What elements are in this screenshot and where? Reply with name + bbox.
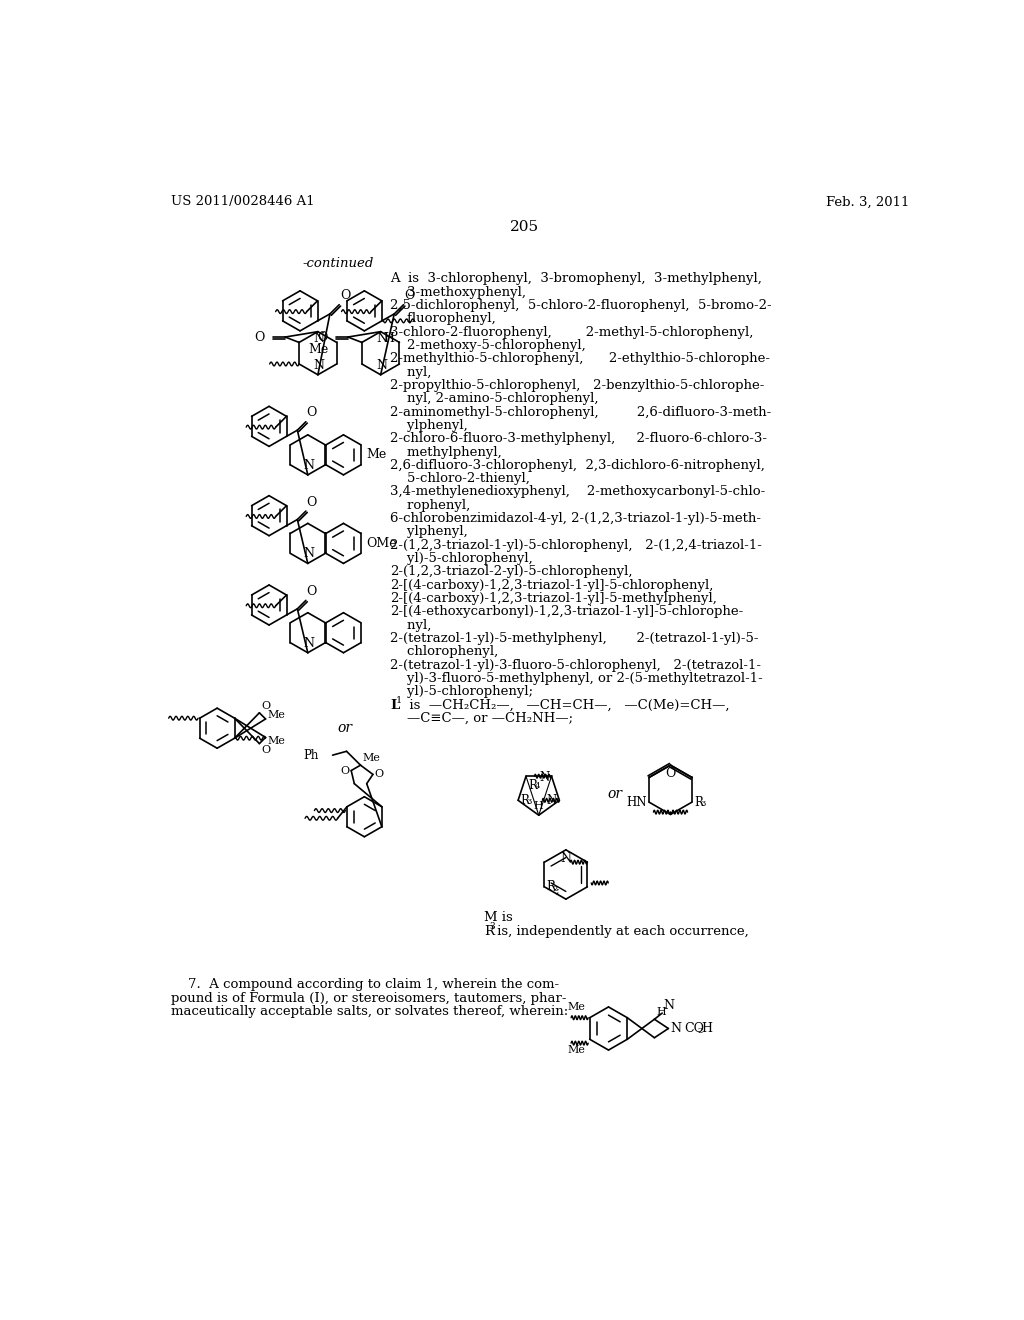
Text: 5-chloro-2-thienyl,: 5-chloro-2-thienyl, (390, 473, 529, 486)
Text: N: N (670, 1022, 681, 1035)
Text: 2-chloro-6-fluoro-3-methylphenyl,     2-fluoro-6-chloro-3-: 2-chloro-6-fluoro-3-methylphenyl, 2-fluo… (390, 432, 767, 445)
Text: H: H (701, 1022, 713, 1035)
Text: O: O (666, 767, 676, 780)
Text: N: N (539, 771, 549, 784)
Text: 2-(tetrazol-1-yl)-3-fluoro-5-chlorophenyl,   2-(tetrazol-1-: 2-(tetrazol-1-yl)-3-fluoro-5-chloropheny… (390, 659, 761, 672)
Text: 3: 3 (700, 800, 706, 808)
Text: O: O (306, 407, 317, 420)
Text: is, independently at each occurrence,: is, independently at each occurrence, (493, 924, 749, 937)
Text: nyl,: nyl, (390, 366, 431, 379)
Text: ylphenyl,: ylphenyl, (390, 418, 468, 432)
Text: O: O (317, 330, 328, 343)
Text: O: O (255, 330, 265, 343)
Text: CO: CO (684, 1022, 703, 1035)
Text: 2-(tetrazol-1-yl)-5-methylphenyl,       2-(tetrazol-1-yl)-5-: 2-(tetrazol-1-yl)-5-methylphenyl, 2-(tet… (390, 632, 759, 645)
Text: 2-[(4-carboxy)-1,2,3-triazol-1-yl]-5-methylphenyl,: 2-[(4-carboxy)-1,2,3-triazol-1-yl]-5-met… (390, 593, 717, 605)
Text: 4: 4 (535, 783, 540, 791)
Text: OMe: OMe (366, 537, 396, 550)
Text: L: L (390, 698, 399, 711)
Text: fluorophenyl,: fluorophenyl, (390, 313, 496, 325)
Text: yl)-5-chlorophenyl;: yl)-5-chlorophenyl; (390, 685, 534, 698)
Text: N: N (303, 459, 314, 471)
Text: R: R (694, 796, 703, 809)
Text: 3-methoxyphenyl,: 3-methoxyphenyl, (390, 285, 526, 298)
Text: maceutically acceptable salts, or solvates thereof, wherein:: maceutically acceptable salts, or solvat… (171, 1005, 568, 1018)
Text: US 2011/0028446 A1: US 2011/0028446 A1 (171, 195, 314, 209)
Text: N: N (313, 333, 325, 346)
Text: O: O (261, 744, 270, 755)
Text: H: H (534, 801, 544, 812)
Text: H: H (656, 1007, 666, 1016)
Text: N: N (664, 998, 675, 1011)
Text: 2-[(4-ethoxycarbonyl)-1,2,3-triazol-1-yl]-5-chlorophe-: 2-[(4-ethoxycarbonyl)-1,2,3-triazol-1-yl… (390, 606, 743, 618)
Text: Me: Me (362, 752, 381, 763)
Text: 7.  A compound according to claim 1, wherein the com-: 7. A compound according to claim 1, wher… (171, 978, 559, 991)
Text: R: R (528, 779, 538, 792)
Text: R: R (547, 880, 556, 894)
Text: N: N (313, 359, 325, 372)
Text: nyl,: nyl, (390, 619, 431, 632)
Text: O: O (375, 770, 384, 779)
Text: H: H (383, 333, 394, 346)
Text: 2-(1,2,3-triazol-1-yl)-5-chlorophenyl,   2-(1,2,4-triazol-1-: 2-(1,2,3-triazol-1-yl)-5-chlorophenyl, 2… (390, 539, 762, 552)
Text: 2-aminomethyl-5-chlorophenyl,         2,6-difluoro-3-meth-: 2-aminomethyl-5-chlorophenyl, 2,6-difluo… (390, 405, 771, 418)
Text: 2-methylthio-5-chlorophenyl,      2-ethylthio-5-chlorophe-: 2-methylthio-5-chlorophenyl, 2-ethylthio… (390, 352, 770, 366)
Text: 3,4-methylenedioxyphenyl,    2-methoxycarbonyl-5-chlo-: 3,4-methylenedioxyphenyl, 2-methoxycarbo… (390, 486, 765, 499)
Text: O: O (261, 701, 270, 711)
Text: or: or (337, 721, 352, 735)
Text: ylphenyl,: ylphenyl, (390, 525, 468, 539)
Text: 2-propylthio-5-chlorophenyl,   2-benzylthio-5-chlorophe-: 2-propylthio-5-chlorophenyl, 2-benzylthi… (390, 379, 764, 392)
Text: M is: M is (484, 911, 513, 924)
Text: yl)-5-chlorophenyl,: yl)-5-chlorophenyl, (390, 552, 532, 565)
Text: 2-methoxy-5-chlorophenyl,: 2-methoxy-5-chlorophenyl, (390, 339, 586, 352)
Text: O: O (306, 585, 317, 598)
Text: N: N (303, 548, 314, 561)
Text: -continued: -continued (302, 257, 374, 271)
Text: N: N (376, 359, 387, 372)
Text: 2,6-difluoro-3-chlorophenyl,  2,3-dichloro-6-nitrophenyl,: 2,6-difluoro-3-chlorophenyl, 2,3-dichlor… (390, 459, 765, 471)
Text: N: N (303, 636, 314, 649)
Text: N: N (376, 333, 387, 346)
Text: 2-[(4-carboxy)-1,2,3-triazol-1-yl]-5-chlorophenyl,: 2-[(4-carboxy)-1,2,3-triazol-1-yl]-5-chl… (390, 578, 714, 591)
Text: Me: Me (568, 1045, 586, 1056)
Text: O: O (306, 496, 317, 508)
Text: N: N (560, 853, 571, 865)
Text: Me: Me (568, 1002, 586, 1011)
Text: 205: 205 (510, 220, 540, 234)
Text: HN: HN (627, 796, 647, 809)
Text: O: O (404, 289, 415, 302)
Text: 2: 2 (697, 1027, 703, 1035)
Text: 2,5-dichlorophenyl,  5-chloro-2-fluorophenyl,  5-bromo-2-: 2,5-dichlorophenyl, 5-chloro-2-fluorophe… (390, 300, 771, 312)
Text: 3: 3 (526, 799, 532, 807)
Text: nyl, 2-amino-5-chlorophenyl,: nyl, 2-amino-5-chlorophenyl, (390, 392, 598, 405)
Text: N: N (547, 793, 557, 807)
Text: 1: 1 (396, 697, 402, 705)
Text: Me: Me (268, 710, 286, 721)
Text: R: R (520, 793, 529, 807)
Text: pound is of Formula (I), or stereoisomers, tautomers, phar-: pound is of Formula (I), or stereoisomer… (171, 991, 566, 1005)
Text: Feb. 3, 2011: Feb. 3, 2011 (825, 195, 909, 209)
Text: O: O (341, 766, 349, 776)
Text: O: O (340, 289, 350, 302)
Text: R: R (484, 924, 495, 937)
Text: 6-chlorobenzimidazol-4-yl, 2-(1,2,3-triazol-1-yl)-5-meth-: 6-chlorobenzimidazol-4-yl, 2-(1,2,3-tria… (390, 512, 761, 525)
Text: Me: Me (308, 343, 329, 356)
Text: —C≡C—, or —CH₂NH—;: —C≡C—, or —CH₂NH—; (390, 711, 573, 725)
Text: yl)-3-fluoro-5-methylphenyl, or 2-(5-methyltetrazol-1-: yl)-3-fluoro-5-methylphenyl, or 2-(5-met… (390, 672, 763, 685)
Text: Ph: Ph (303, 748, 318, 762)
Text: 3: 3 (489, 923, 495, 931)
Text: 2-(1,2,3-triazol-2-yl)-5-chlorophenyl,: 2-(1,2,3-triazol-2-yl)-5-chlorophenyl, (390, 565, 633, 578)
Text: chlorophenyl,: chlorophenyl, (390, 645, 499, 659)
Text: 3-chloro-2-fluorophenyl,        2-methyl-5-chlorophenyl,: 3-chloro-2-fluorophenyl, 2-methyl-5-chlo… (390, 326, 754, 339)
Text: or: or (607, 787, 622, 801)
Text: methylphenyl,: methylphenyl, (390, 446, 502, 458)
Text: is  —CH₂CH₂—,   —CH=CH—,   —C(Me)=CH—,: is —CH₂CH₂—, —CH=CH—, —C(Me)=CH—, (400, 698, 729, 711)
Text: Me: Me (268, 737, 286, 746)
Text: ;: ; (556, 886, 560, 896)
Text: rophenyl,: rophenyl, (390, 499, 470, 512)
Text: Me: Me (366, 449, 386, 462)
Text: A  is  3-chlorophenyl,  3-bromophenyl,  3-methylphenyl,: A is 3-chlorophenyl, 3-bromophenyl, 3-me… (390, 272, 762, 285)
Text: 2: 2 (553, 884, 558, 892)
